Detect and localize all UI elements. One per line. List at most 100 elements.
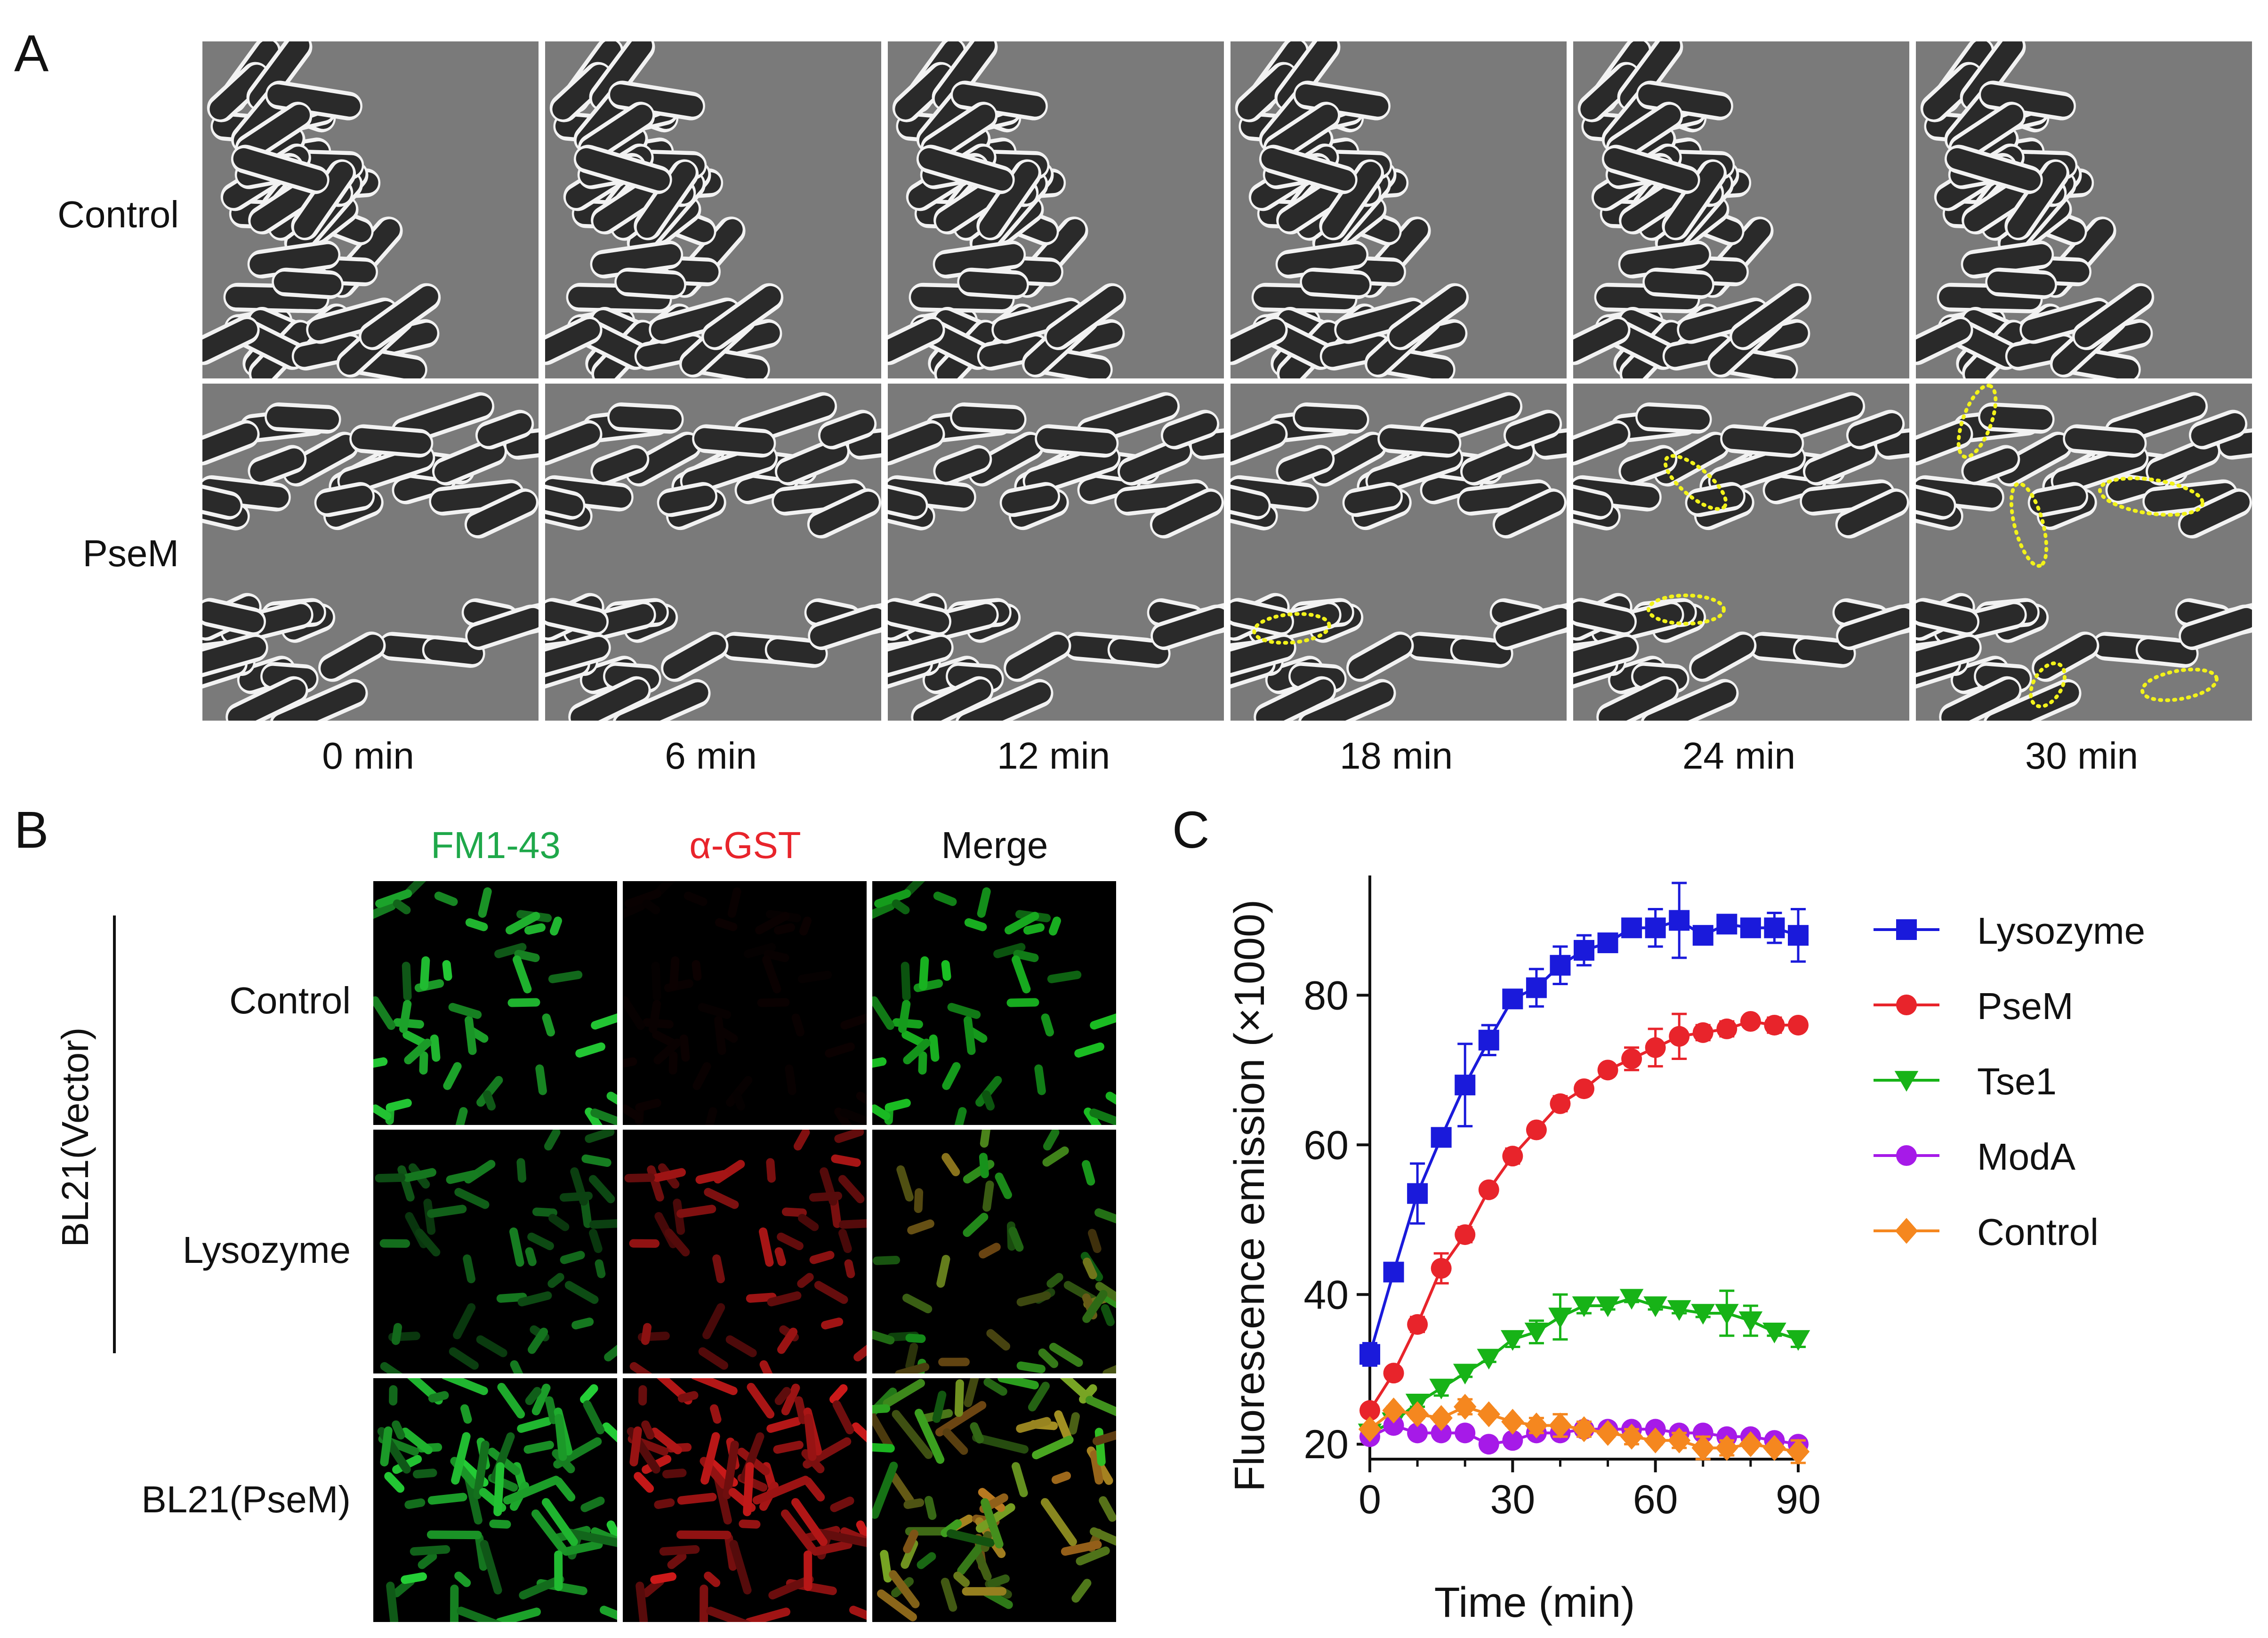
data-point-psem bbox=[1431, 1258, 1452, 1279]
data-point-psem bbox=[1407, 1314, 1428, 1335]
data-point-tse1 bbox=[1477, 1349, 1501, 1370]
data-point-psem bbox=[1645, 1037, 1666, 1058]
panel-a-time-30: 30 min bbox=[2025, 735, 2139, 777]
x-tick-label: 60 bbox=[1633, 1477, 1678, 1522]
x-tick-label: 90 bbox=[1776, 1477, 1821, 1522]
data-point-tse1 bbox=[1643, 1296, 1667, 1317]
panel-a-letter: A bbox=[14, 24, 49, 82]
panel-b-row-label-bl21-psem: BL21(PseM) bbox=[141, 1478, 351, 1520]
data-point-tse1 bbox=[1762, 1322, 1786, 1343]
panel-a-time-0: 0 min bbox=[322, 735, 414, 777]
data-point-moda bbox=[1431, 1422, 1452, 1444]
data-point-tse1 bbox=[1596, 1296, 1620, 1317]
data-point-moda bbox=[1478, 1434, 1499, 1455]
data-point-control bbox=[1501, 1409, 1524, 1435]
fluor-control-fm1-43 bbox=[373, 881, 617, 1125]
legend-label-psem: PseM bbox=[1977, 985, 2074, 1027]
y-tick-label: 20 bbox=[1303, 1422, 1349, 1467]
chart-y-axis-label: Fluorescence emission (×1000) bbox=[1226, 899, 1273, 1492]
chart-axes: 20 40 60 80 0 30 60 90 bbox=[1303, 875, 1821, 1522]
data-point-lysozyme bbox=[1478, 1029, 1499, 1051]
data-point-psem bbox=[1597, 1060, 1618, 1081]
series-psem bbox=[1359, 1011, 1809, 1421]
fluor-lysozyme-merge bbox=[872, 1130, 1116, 1373]
data-point-psem bbox=[1526, 1119, 1547, 1140]
data-point-psem bbox=[1621, 1048, 1642, 1069]
data-point-lysozyme bbox=[1431, 1127, 1452, 1148]
data-point-lysozyme bbox=[1526, 977, 1547, 998]
data-point-moda bbox=[1692, 1422, 1713, 1444]
data-point-control bbox=[1454, 1394, 1477, 1420]
data-point-control bbox=[1739, 1431, 1762, 1457]
panel-c-letter: C bbox=[1172, 801, 1210, 859]
fluor-control--gst bbox=[623, 881, 867, 1125]
data-point-tse1 bbox=[1715, 1304, 1739, 1325]
data-point-psem bbox=[1669, 1026, 1690, 1047]
data-point-psem bbox=[1383, 1363, 1404, 1384]
data-point-lysozyme bbox=[1621, 917, 1642, 939]
data-point-control bbox=[1549, 1412, 1572, 1438]
data-point-control bbox=[1477, 1401, 1500, 1428]
panel-a-time-6: 6 min bbox=[665, 735, 757, 777]
data-point-control bbox=[1763, 1435, 1786, 1461]
data-point-tse1 bbox=[1619, 1289, 1644, 1310]
y-tick-label: 40 bbox=[1303, 1272, 1349, 1317]
data-point-control bbox=[1691, 1435, 1714, 1461]
legend-item-psem: PseM bbox=[1874, 985, 2074, 1027]
data-point-lysozyme bbox=[1359, 1344, 1380, 1365]
data-point-psem bbox=[1764, 1014, 1785, 1036]
series-line-tse1 bbox=[1369, 1297, 1799, 1435]
micrograph-control-12-min bbox=[888, 41, 1224, 378]
legend-marker-tse1 bbox=[1894, 1071, 1919, 1092]
legend-marker-moda bbox=[1896, 1145, 1917, 1166]
data-point-control bbox=[1430, 1405, 1453, 1431]
fluor-bl21psem-merge bbox=[872, 1378, 1116, 1622]
data-point-lysozyme bbox=[1502, 988, 1523, 1010]
series-lysozyme bbox=[1359, 882, 1809, 1367]
legend-marker-psem bbox=[1896, 995, 1917, 1015]
data-point-tse1 bbox=[1691, 1304, 1715, 1325]
data-point-tse1 bbox=[1524, 1322, 1549, 1343]
data-point-control bbox=[1668, 1427, 1691, 1453]
data-point-control bbox=[1572, 1416, 1596, 1442]
micrograph-psem-30-min bbox=[1916, 384, 2252, 721]
data-point-psem bbox=[1574, 1078, 1594, 1100]
data-point-moda bbox=[1502, 1430, 1523, 1451]
micrograph-psem-12-min bbox=[888, 384, 1224, 721]
chart-series bbox=[1358, 882, 1810, 1465]
data-point-moda bbox=[1455, 1422, 1476, 1444]
data-point-tse1 bbox=[1501, 1330, 1525, 1351]
data-point-control bbox=[1596, 1420, 1619, 1446]
data-point-psem bbox=[1455, 1224, 1476, 1245]
panel-a-time-18: 18 min bbox=[1339, 735, 1453, 777]
panel-a-time-24: 24 min bbox=[1682, 735, 1796, 777]
legend-marker-lysozyme bbox=[1896, 919, 1917, 940]
legend-item-moda: ModA bbox=[1874, 1136, 2076, 1178]
data-point-control bbox=[1525, 1412, 1548, 1438]
data-point-lysozyme bbox=[1764, 917, 1785, 939]
panel-b-letter: B bbox=[14, 801, 49, 859]
fluor-lysozyme-fm1-43 bbox=[373, 1130, 617, 1373]
panel-b-group-bracket-line bbox=[113, 915, 116, 1353]
chart-x-axis-label: Time (min) bbox=[1434, 1579, 1635, 1626]
data-point-tse1 bbox=[1548, 1308, 1572, 1329]
fluor-control-merge bbox=[872, 881, 1116, 1125]
data-point-lysozyme bbox=[1716, 914, 1737, 935]
data-point-control bbox=[1406, 1401, 1429, 1428]
data-point-tse1 bbox=[1786, 1330, 1810, 1351]
data-point-psem bbox=[1359, 1400, 1380, 1421]
data-point-lysozyme bbox=[1550, 955, 1571, 976]
legend-label-lysozyme: Lysozyme bbox=[1977, 910, 2145, 952]
panel-b-row-label-control: Control bbox=[229, 980, 351, 1021]
data-point-control bbox=[1644, 1427, 1667, 1453]
data-point-lysozyme bbox=[1407, 1183, 1428, 1204]
micrograph-control-6-min bbox=[545, 41, 881, 378]
data-point-lysozyme bbox=[1669, 910, 1690, 931]
data-point-psem bbox=[1788, 1014, 1809, 1036]
legend-label-tse1: Tse1 bbox=[1977, 1060, 2057, 1102]
data-point-control bbox=[1715, 1435, 1738, 1461]
x-tick-label: 0 bbox=[1359, 1477, 1381, 1522]
data-point-lysozyme bbox=[1645, 917, 1666, 939]
data-point-psem bbox=[1478, 1179, 1499, 1200]
legend-item-tse1: Tse1 bbox=[1874, 1060, 2057, 1102]
